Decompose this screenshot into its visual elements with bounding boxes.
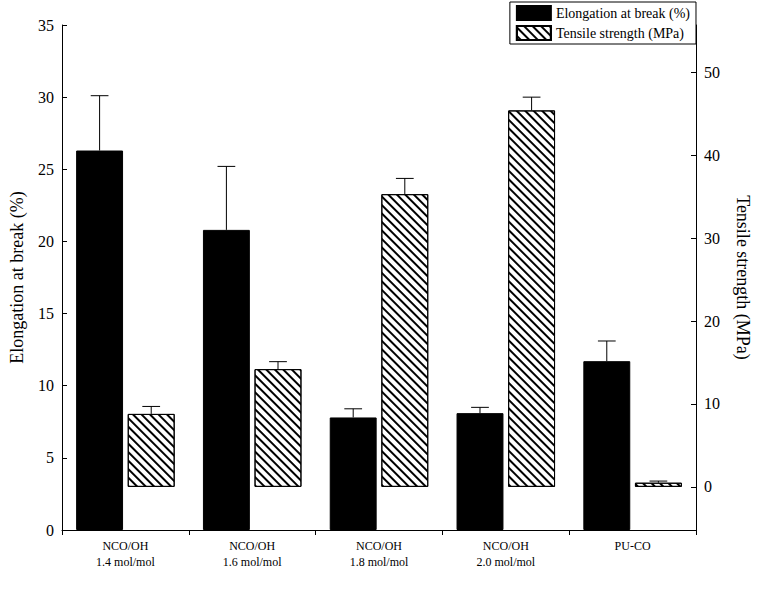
svg-text:Tensile strength (MPa): Tensile strength (MPa) [732,195,753,360]
svg-text:35: 35 [38,17,54,34]
svg-text:40: 40 [704,147,720,164]
svg-text:0: 0 [46,522,54,539]
svg-text:30: 30 [38,89,54,106]
svg-text:NCO/OH: NCO/OH [102,539,148,553]
svg-text:30: 30 [704,230,720,247]
svg-text:2.0 mol/mol: 2.0 mol/mol [476,555,535,569]
svg-text:Tensile strength (MPa): Tensile strength (MPa) [556,26,684,42]
svg-text:NCO/OH: NCO/OH [229,539,275,553]
svg-text:Elongation at break (%): Elongation at break (%) [7,191,28,363]
svg-text:10: 10 [38,377,54,394]
svg-text:NCO/OH: NCO/OH [483,539,529,553]
svg-text:0: 0 [704,478,712,495]
svg-text:15: 15 [38,305,54,322]
svg-text:20: 20 [704,313,720,330]
svg-text:10: 10 [704,395,720,412]
svg-text:PU-CO: PU-CO [615,539,651,553]
svg-text:Elongation at break (%): Elongation at break (%) [556,6,690,22]
svg-text:NCO/OH: NCO/OH [356,539,402,553]
svg-text:1.8 mol/mol: 1.8 mol/mol [350,555,409,569]
svg-text:5: 5 [46,449,54,466]
svg-text:1.4 mol/mol: 1.4 mol/mol [96,555,155,569]
svg-text:20: 20 [38,233,54,250]
svg-text:50: 50 [704,64,720,81]
svg-text:1.6 mol/mol: 1.6 mol/mol [223,555,282,569]
svg-text:25: 25 [38,161,54,178]
